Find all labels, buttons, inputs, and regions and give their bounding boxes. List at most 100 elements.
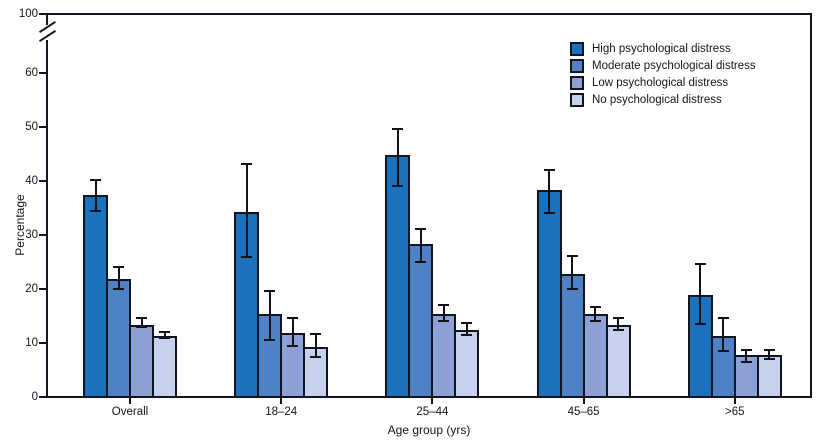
y-tick-label: 30 — [25, 229, 38, 241]
bar-slot — [83, 13, 108, 398]
error-bar-cap-bottom — [612, 328, 624, 331]
error-bar-cap-top — [90, 179, 101, 182]
bar-series-4 — [152, 336, 177, 398]
bar-series-2 — [559, 274, 585, 398]
x-tick-label: >65 — [725, 406, 745, 418]
legend-item: No psychological distress — [570, 93, 756, 107]
error-bar-cap-top — [694, 263, 706, 265]
error-bar-cap-bottom — [392, 185, 404, 188]
error-bar-line — [291, 317, 294, 347]
bar-series-1 — [234, 212, 260, 398]
y-tick-label: 100 — [18, 8, 38, 20]
bar-group-25-44 — [385, 13, 480, 398]
error-bar-cap-top — [763, 349, 775, 352]
error-bar-line — [617, 317, 620, 331]
x-tick-label: Overall — [111, 406, 149, 418]
error-bar-line — [396, 128, 399, 188]
y-axis-line — [46, 13, 48, 398]
bar-series-4 — [454, 330, 480, 398]
y-tick-mark — [39, 126, 46, 128]
error-bar-cap-bottom — [113, 288, 124, 290]
legend-item: Moderate psychological distress — [570, 59, 756, 73]
bar-slot — [129, 13, 154, 398]
bar-slot — [536, 13, 562, 398]
bar-slot — [454, 13, 480, 398]
error-bar-cap-bottom — [543, 212, 555, 215]
bar-series-2 — [408, 244, 434, 398]
error-bar-line — [94, 179, 97, 212]
plot-right-border — [810, 13, 812, 398]
error-bar-cap-top — [566, 254, 578, 257]
bar-slot — [303, 13, 329, 398]
error-bar-line — [140, 317, 143, 328]
bar-slot — [234, 13, 260, 398]
error-bar-cap-bottom — [241, 255, 253, 258]
error-bar-line — [245, 163, 248, 258]
bar-series-1 — [83, 195, 108, 398]
error-bar-cap-top — [717, 317, 729, 319]
y-tick-label: 20 — [25, 283, 38, 295]
error-bar-line — [117, 265, 120, 290]
y-tick-mark — [39, 288, 46, 290]
error-bar-line — [268, 290, 271, 342]
y-tick-mark — [39, 180, 46, 182]
error-bar-cap-bottom — [415, 261, 427, 263]
error-bar-line — [548, 168, 551, 215]
error-bar-cap-bottom — [90, 209, 101, 212]
error-bar-line — [419, 227, 422, 263]
legend-label: Moderate psychological distress — [592, 60, 756, 72]
error-bar-cap-bottom — [264, 339, 276, 342]
error-bar-cap-top — [612, 317, 624, 319]
error-bar-cap-top — [392, 128, 404, 130]
y-axis-break-gap — [45, 25, 50, 40]
x-tick-mark — [733, 398, 736, 404]
bar-slot — [280, 13, 306, 398]
error-bar-cap-bottom — [287, 344, 299, 347]
bar-series-2 — [106, 279, 131, 398]
error-bar-cap-top — [415, 227, 427, 230]
y-tick-mark — [39, 342, 46, 344]
y-tick-label: 0 — [31, 391, 38, 403]
bar-series-3 — [431, 314, 457, 398]
bar-series-1 — [385, 155, 411, 398]
error-bar-cap-top — [461, 322, 473, 325]
error-bar-line — [442, 303, 445, 323]
bar-slot — [605, 13, 631, 398]
error-bar-cap-bottom — [694, 323, 706, 326]
legend-item: Low psychological distress — [570, 76, 756, 90]
bar-slot — [106, 13, 131, 398]
legend-label: No psychological distress — [592, 94, 722, 106]
error-bar-cap-bottom — [159, 336, 170, 339]
bar-slot — [408, 13, 434, 398]
error-bar-cap-top — [264, 290, 276, 292]
error-bar-cap-top — [136, 317, 147, 319]
bar-group-45-65 — [536, 13, 631, 398]
error-bar-cap-top — [589, 306, 601, 309]
error-bar-line — [768, 349, 771, 361]
bar-series-4 — [756, 355, 782, 398]
legend-item: High psychological distress — [570, 42, 756, 56]
y-tick-label: 10 — [25, 337, 38, 349]
x-axis-title: Age group (yrs) — [387, 423, 471, 437]
y-axis-title: Percentage — [13, 194, 27, 256]
y-tick-label: 40 — [25, 175, 38, 187]
x-tick-mark — [280, 398, 283, 404]
error-bar-line — [163, 330, 166, 339]
error-bar-line — [722, 317, 725, 353]
legend-label: Low psychological distress — [592, 77, 729, 89]
error-bar-cap-bottom — [461, 333, 473, 336]
x-tick-label: 45–65 — [567, 406, 600, 418]
legend: High psychological distress Moderate psyc… — [570, 42, 756, 110]
error-bar-cap-top — [543, 168, 555, 171]
error-bar-cap-bottom — [136, 325, 147, 328]
error-bar-cap-bottom — [740, 360, 752, 363]
error-bar-line — [699, 263, 702, 326]
y-tick-mark — [39, 396, 46, 398]
error-bar-cap-top — [113, 265, 124, 268]
bar-slot — [257, 13, 283, 398]
x-tick-label: 18–24 — [265, 406, 298, 418]
error-bar-cap-bottom — [763, 358, 775, 361]
error-bar-line — [745, 349, 748, 363]
legend-swatch-icon — [570, 42, 584, 56]
